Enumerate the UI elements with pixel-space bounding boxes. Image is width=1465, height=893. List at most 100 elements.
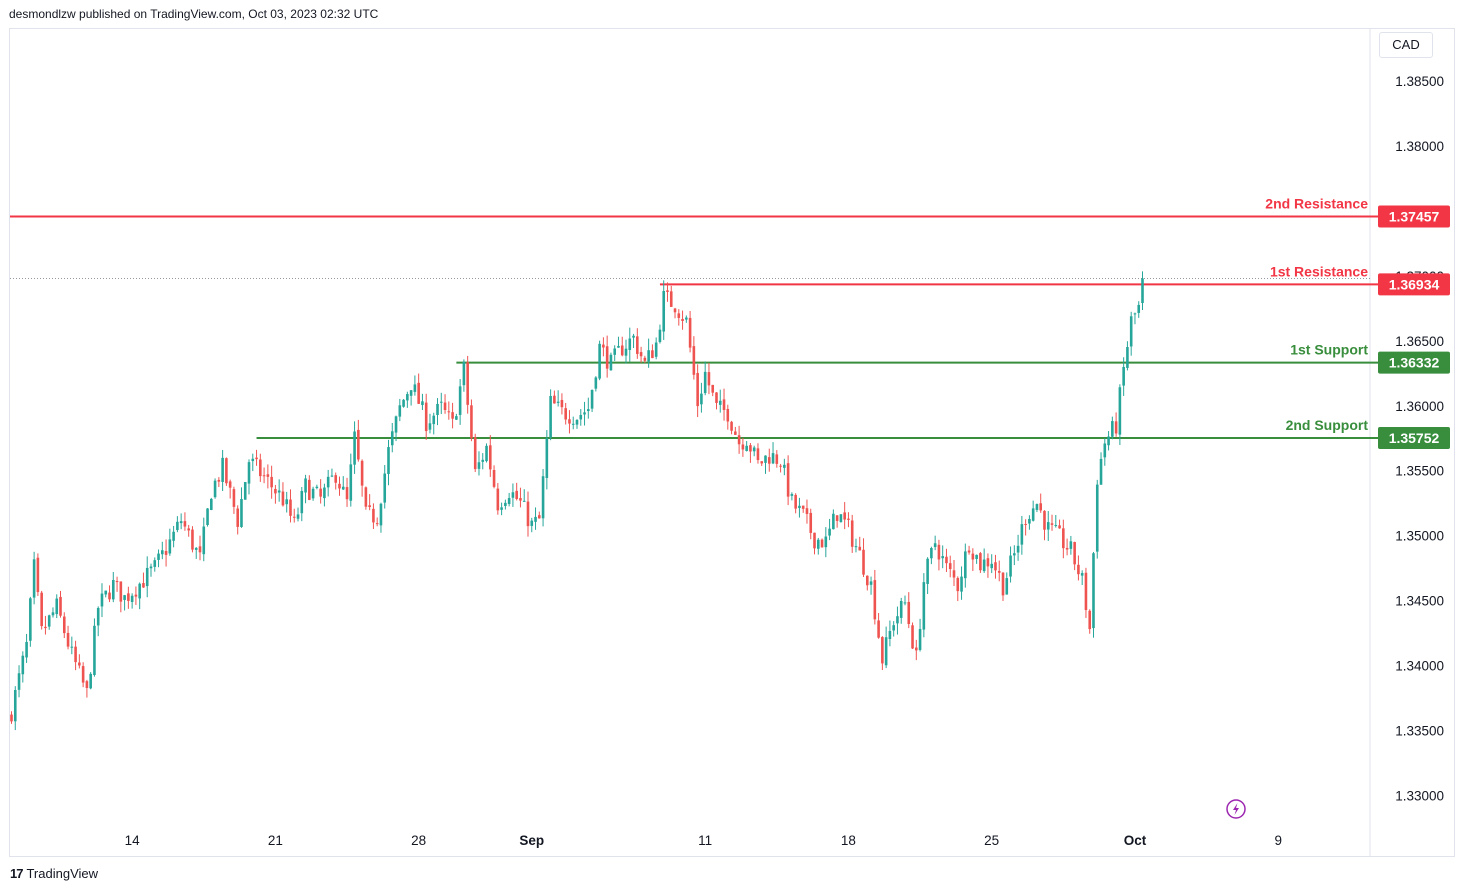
- candle[interactable]: [504, 499, 507, 510]
- candle[interactable]: [93, 618, 96, 677]
- candle[interactable]: [270, 465, 273, 499]
- lightning-icon[interactable]: [1226, 799, 1246, 819]
- candle[interactable]: [259, 453, 262, 482]
- candle[interactable]: [967, 545, 971, 555]
- candle[interactable]: [1009, 546, 1012, 583]
- candle[interactable]: [406, 391, 409, 408]
- candle[interactable]: [613, 345, 616, 361]
- candle[interactable]: [994, 554, 997, 579]
- candle[interactable]: [764, 455, 767, 474]
- candle[interactable]: [911, 622, 914, 650]
- candle[interactable]: [571, 416, 575, 430]
- currency-selector[interactable]: CAD: [1379, 32, 1433, 58]
- candle[interactable]: [1129, 311, 1133, 356]
- candle[interactable]: [1054, 515, 1058, 528]
- candle[interactable]: [308, 475, 311, 501]
- candle[interactable]: [485, 443, 488, 463]
- candle[interactable]: [568, 410, 571, 434]
- candle[interactable]: [530, 517, 534, 533]
- candle[interactable]: [375, 517, 379, 527]
- candle[interactable]: [277, 479, 281, 502]
- candle[interactable]: [809, 508, 813, 540]
- candle[interactable]: [1080, 570, 1084, 585]
- candle[interactable]: [455, 413, 458, 420]
- candle[interactable]: [884, 626, 888, 669]
- candle[interactable]: [930, 546, 933, 565]
- candle[interactable]: [869, 576, 873, 595]
- candle[interactable]: [534, 507, 537, 530]
- candle[interactable]: [892, 621, 895, 637]
- candle[interactable]: [100, 583, 104, 618]
- candle[interactable]: [741, 437, 745, 457]
- candle[interactable]: [971, 548, 975, 571]
- candle[interactable]: [311, 486, 315, 501]
- candle[interactable]: [775, 450, 779, 468]
- candle[interactable]: [1039, 493, 1043, 513]
- candle[interactable]: [17, 665, 21, 698]
- candle[interactable]: [213, 478, 217, 499]
- candle[interactable]: [737, 425, 741, 454]
- candle[interactable]: [1050, 514, 1054, 531]
- candle[interactable]: [828, 518, 831, 541]
- candle[interactable]: [115, 576, 119, 592]
- candle[interactable]: [138, 582, 141, 610]
- candle[interactable]: [730, 420, 733, 435]
- candle[interactable]: [594, 376, 598, 392]
- candle[interactable]: [1137, 301, 1141, 318]
- candle[interactable]: [296, 507, 300, 522]
- candle[interactable]: [669, 285, 673, 307]
- candle[interactable]: [605, 335, 609, 378]
- candle[interactable]: [40, 590, 43, 630]
- candle[interactable]: [926, 557, 929, 594]
- candle[interactable]: [1084, 567, 1088, 618]
- candle[interactable]: [266, 464, 270, 489]
- candle[interactable]: [225, 457, 228, 486]
- candle[interactable]: [915, 639, 918, 661]
- candle[interactable]: [522, 489, 526, 502]
- candle[interactable]: [142, 572, 145, 588]
- candle[interactable]: [677, 309, 681, 326]
- candle[interactable]: [1069, 535, 1073, 555]
- candle[interactable]: [338, 476, 341, 496]
- candle[interactable]: [390, 422, 394, 453]
- candle[interactable]: [847, 512, 850, 528]
- candle[interactable]: [979, 551, 982, 573]
- candle[interactable]: [722, 388, 726, 421]
- candle[interactable]: [526, 491, 530, 537]
- candle[interactable]: [960, 566, 963, 600]
- candle[interactable]: [161, 541, 164, 560]
- candle[interactable]: [786, 455, 790, 506]
- candle[interactable]: [726, 404, 730, 430]
- candle[interactable]: [918, 618, 922, 652]
- candle[interactable]: [119, 581, 123, 613]
- candle[interactable]: [439, 392, 443, 415]
- candle[interactable]: [666, 282, 669, 302]
- candle[interactable]: [29, 596, 32, 647]
- candle[interactable]: [364, 486, 368, 510]
- candle[interactable]: [590, 389, 594, 412]
- candle[interactable]: [1073, 541, 1076, 571]
- candle[interactable]: [304, 474, 307, 504]
- candle[interactable]: [975, 554, 978, 564]
- candle[interactable]: [1122, 357, 1125, 396]
- candle[interactable]: [500, 502, 503, 516]
- candle[interactable]: [353, 421, 356, 474]
- candle[interactable]: [1020, 515, 1024, 555]
- candle[interactable]: [1024, 519, 1027, 536]
- candle[interactable]: [790, 492, 794, 501]
- candle[interactable]: [718, 389, 722, 413]
- candle[interactable]: [1001, 572, 1005, 601]
- candle[interactable]: [428, 413, 432, 434]
- candle[interactable]: [145, 556, 149, 598]
- candle[interactable]: [1016, 534, 1020, 561]
- candle[interactable]: [982, 548, 986, 573]
- candle[interactable]: [473, 433, 477, 473]
- candle[interactable]: [858, 536, 862, 551]
- candle[interactable]: [176, 516, 179, 533]
- candle[interactable]: [157, 549, 160, 568]
- candle[interactable]: [511, 483, 515, 507]
- candle[interactable]: [172, 525, 175, 548]
- candle[interactable]: [711, 384, 715, 397]
- candle[interactable]: [247, 459, 251, 495]
- candle[interactable]: [779, 463, 782, 473]
